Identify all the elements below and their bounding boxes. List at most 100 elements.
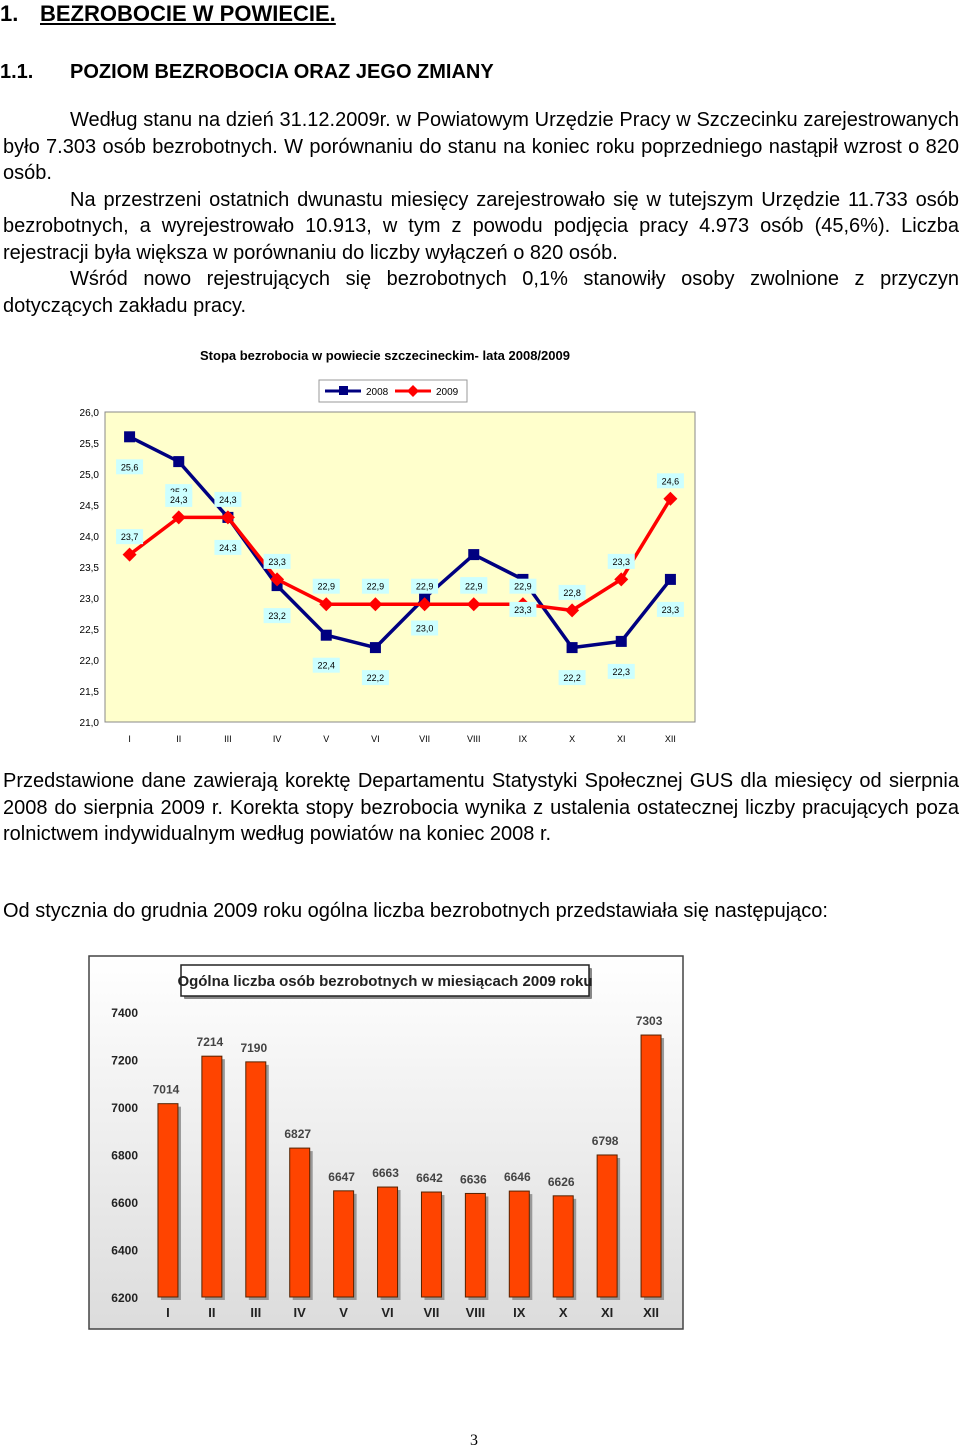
- data-label-2008: 24,3: [219, 543, 237, 553]
- x-tick-label: III: [224, 734, 232, 744]
- point-2008: [615, 635, 627, 647]
- data-label-2009: 23,7: [121, 532, 139, 542]
- x-tick-label: VII: [419, 734, 430, 744]
- legend-label-2009: 2009: [436, 387, 459, 398]
- data-label-bg: [361, 670, 389, 686]
- bar: [420, 1191, 442, 1298]
- bar-value-label: 6626: [548, 1175, 575, 1189]
- data-label-bg: [607, 553, 635, 569]
- x-tick-label: VIII: [466, 1305, 486, 1320]
- data-label-bg: [509, 578, 537, 594]
- chart-title: Ogólna liczba osób bezrobotnych w miesią…: [177, 973, 592, 990]
- x-tick-label: VI: [371, 734, 380, 744]
- x-tick-label: III: [250, 1305, 261, 1320]
- y-tick-label: 24,0: [80, 532, 100, 543]
- x-tick-label: IV: [294, 1305, 307, 1320]
- subsection-heading: 1.1. POZIOM BEZROBOCIA ORAZ JEGO ZMIANY: [0, 59, 494, 85]
- bar-value-label: 7303: [636, 1014, 663, 1028]
- data-label-2009: 22,9: [514, 582, 532, 592]
- point-2008: [664, 573, 676, 585]
- unemployment-rate-chart: Stopa bezrobocia w powiecie szczecinecki…: [80, 348, 696, 744]
- x-tick-label: IX: [513, 1305, 526, 1320]
- bar: [333, 1190, 355, 1298]
- point-2009: [171, 510, 186, 525]
- data-label-bg: [656, 601, 684, 617]
- legend-label-2008: 2008: [366, 387, 389, 398]
- title-box: [180, 964, 590, 997]
- bar: [596, 1154, 618, 1298]
- y-tick-label: 21,5: [80, 687, 100, 698]
- data-label-2008: 25,6: [121, 462, 139, 472]
- point-2009: [663, 491, 678, 506]
- bar: [157, 1103, 179, 1298]
- x-tick-label: IX: [519, 734, 528, 744]
- data-label-bg: [361, 578, 389, 594]
- x-tick-label: XI: [601, 1305, 613, 1320]
- x-tick-label: XI: [617, 734, 626, 744]
- y-tick-label: 6400: [111, 1244, 138, 1258]
- data-label-bg: [411, 620, 439, 636]
- data-label-2008: 22,2: [563, 673, 581, 683]
- point-2009: [368, 597, 383, 612]
- point-2009: [220, 510, 235, 525]
- y-tick-label: 23,0: [80, 594, 100, 605]
- data-label-bg: [116, 529, 144, 545]
- y-tick-label: 21,0: [80, 718, 100, 729]
- intro-sentence-a: Według stanu na dzień 31.12.2009r. w Pow…: [3, 109, 959, 184]
- y-tick-label: 26,0: [80, 408, 100, 419]
- section-heading: 1. BEZROBOCIE W POWIECIE.: [0, 0, 336, 28]
- point-2009: [466, 597, 481, 612]
- intro-sentence-c: Wśród nowo rejestrujących się bezrobotny…: [3, 268, 959, 317]
- y-tick-label: 7200: [111, 1054, 138, 1068]
- data-label-2009: 22,9: [367, 582, 385, 592]
- bar: [640, 1034, 662, 1298]
- data-label-bg: [460, 578, 488, 594]
- x-tick-label: II: [208, 1305, 215, 1320]
- data-label-bg: [411, 578, 439, 594]
- y-tick-label: 7000: [111, 1101, 138, 1115]
- bar-value-label: 6636: [460, 1172, 487, 1186]
- x-tick-label: X: [559, 1305, 568, 1320]
- bar-value-label: 7014: [153, 1083, 180, 1097]
- bar-value-label: 6646: [504, 1170, 531, 1184]
- point-2008: [369, 642, 381, 654]
- data-label-2009: 24,6: [662, 476, 680, 486]
- data-label-2008: 23,3: [514, 605, 532, 615]
- point-2009: [270, 572, 285, 587]
- y-tick-label: 22,5: [80, 625, 100, 636]
- data-label-2009: 24,3: [219, 495, 237, 505]
- point-2008: [566, 642, 578, 654]
- point-2009: [417, 597, 432, 612]
- data-label-bg: [214, 491, 242, 507]
- series-line-2009: [128, 497, 672, 613]
- bar: [552, 1195, 574, 1298]
- bar-value-label: 6798: [592, 1134, 619, 1148]
- page-number: 3: [470, 1432, 478, 1449]
- data-label-bg: [607, 663, 635, 679]
- point-2008: [468, 549, 480, 561]
- bar: [377, 1186, 399, 1298]
- x-tick-label: V: [323, 734, 329, 744]
- y-tick-label: 25,0: [80, 470, 100, 481]
- bar-chart-intro: Od stycznia do grudnia 2009 roku ogólna …: [3, 900, 828, 922]
- data-label-bg: [312, 578, 340, 594]
- y-tick-label: 23,5: [80, 563, 100, 574]
- data-label-2008: 23,3: [662, 605, 680, 615]
- x-tick-label: I: [166, 1305, 170, 1320]
- legend-marker-2009: [407, 385, 419, 397]
- x-tick-label: VIII: [467, 734, 481, 744]
- bar: [464, 1192, 486, 1298]
- section-number: 1.: [0, 1, 19, 26]
- legend-marker-2008: [339, 386, 348, 395]
- bar: [201, 1055, 223, 1298]
- x-tick-label: XII: [665, 734, 676, 744]
- y-tick-label: 6600: [111, 1196, 138, 1210]
- correction-note-paragraph: Przedstawione dane zawierają korektę Dep…: [3, 770, 959, 845]
- data-label-bg: [165, 491, 193, 507]
- intro-sentence-b: Na przestrzeni ostatnich dwunastu miesię…: [3, 188, 959, 264]
- point-2009: [614, 572, 629, 587]
- section-title: BEZROBOCIE W POWIECIE.: [40, 1, 336, 26]
- data-label-2009: 24,3: [170, 495, 188, 505]
- data-label-bg: [312, 657, 340, 673]
- bar-value-label: 6642: [416, 1171, 443, 1185]
